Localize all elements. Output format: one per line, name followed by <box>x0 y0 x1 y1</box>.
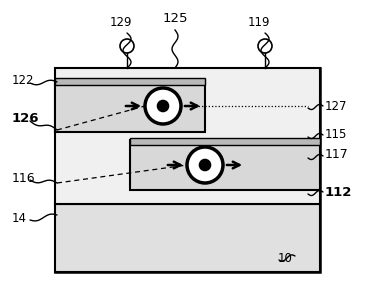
Text: 115: 115 <box>325 129 347 141</box>
Circle shape <box>145 88 181 124</box>
Text: 117: 117 <box>325 148 349 162</box>
Bar <box>55 68 320 272</box>
Text: 10: 10 <box>278 251 293 264</box>
Text: 126: 126 <box>12 111 39 125</box>
Circle shape <box>187 147 223 183</box>
Text: 127: 127 <box>325 99 347 113</box>
Text: 14: 14 <box>12 211 27 225</box>
Text: 122: 122 <box>12 74 35 87</box>
Text: 125: 125 <box>163 11 188 25</box>
Bar <box>130 138 320 145</box>
Bar <box>130 140 320 190</box>
Bar <box>55 78 205 85</box>
Circle shape <box>199 159 211 171</box>
Bar <box>55 204 320 272</box>
Text: 112: 112 <box>325 186 352 198</box>
Circle shape <box>120 39 134 53</box>
Bar <box>55 80 205 132</box>
Text: 116: 116 <box>12 172 36 184</box>
Bar <box>55 68 320 204</box>
Text: 119: 119 <box>248 15 270 28</box>
Text: 129: 129 <box>110 15 132 28</box>
Circle shape <box>258 39 272 53</box>
Circle shape <box>157 100 169 112</box>
